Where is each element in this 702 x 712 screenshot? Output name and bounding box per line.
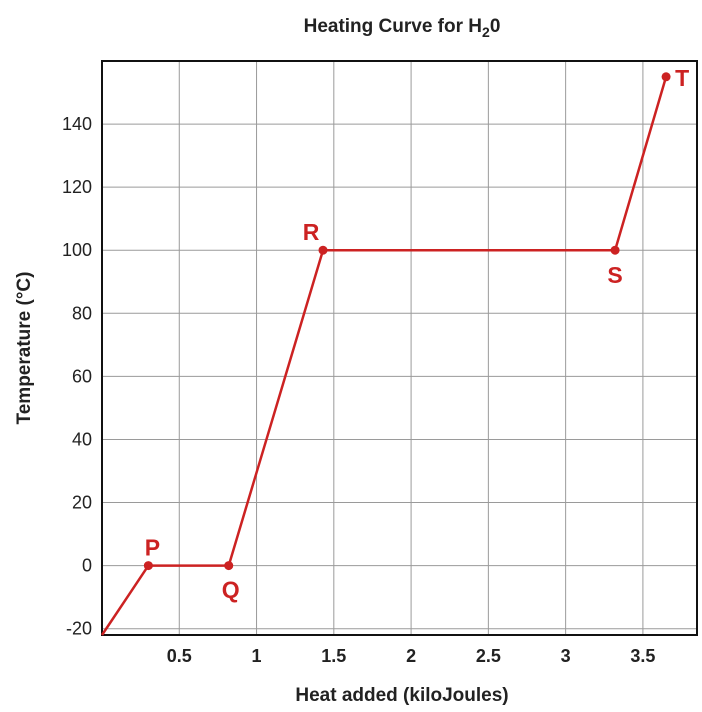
- y-tick-label: 140: [62, 114, 92, 134]
- x-tick-label: 2.5: [476, 646, 501, 666]
- y-tick-label: 0: [82, 556, 92, 576]
- data-points: P Q R S T: [143, 65, 689, 603]
- y-tick-label: 120: [62, 177, 92, 197]
- point-label-r: R: [303, 219, 320, 245]
- y-tick-label: -20: [66, 619, 92, 639]
- x-axis-label: Heat added (kiloJoules): [295, 685, 508, 706]
- point-label-t: T: [675, 65, 689, 91]
- x-tick-label: 1: [252, 646, 262, 666]
- data-point-t: [661, 72, 671, 82]
- x-tick-label: 3.5: [630, 646, 655, 666]
- point-label-s: S: [607, 262, 622, 288]
- x-tick-label: 2: [406, 646, 416, 666]
- grid-lines: [102, 61, 697, 635]
- y-axis-ticks: -20 0 20 40 60 80 100 120 140: [62, 114, 92, 639]
- x-tick-label: 0.5: [167, 646, 192, 666]
- x-tick-label: 3: [561, 646, 571, 666]
- y-tick-label: 20: [72, 493, 92, 513]
- y-tick-label: 40: [72, 429, 92, 449]
- y-tick-label: 100: [62, 240, 92, 260]
- chart-title: Heating Curve for H20: [304, 16, 501, 40]
- y-tick-label: 80: [72, 303, 92, 323]
- series-line: [100, 76, 668, 636]
- data-point-p: [143, 561, 153, 571]
- point-label-p: P: [145, 535, 160, 561]
- y-axis-label: Temperature (°C): [14, 272, 35, 425]
- x-tick-label: 1.5: [321, 646, 346, 666]
- data-point-r: [318, 245, 328, 255]
- data-point-s: [610, 245, 620, 255]
- y-tick-label: 60: [72, 366, 92, 386]
- plot-frame: [101, 60, 698, 636]
- data-point-q: [224, 561, 234, 571]
- x-axis-ticks: 0.5 1 1.5 2 2.5 3 3.5: [167, 646, 656, 666]
- point-label-q: Q: [222, 577, 240, 603]
